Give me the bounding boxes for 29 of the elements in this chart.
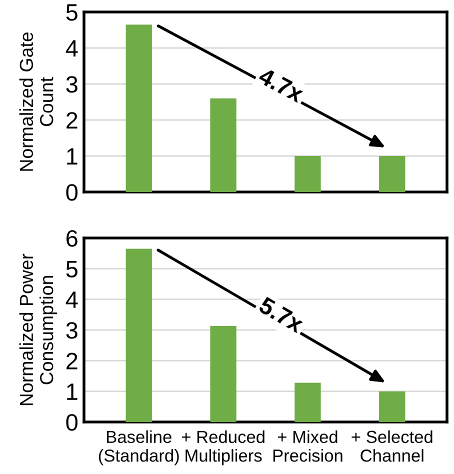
y-tick-label: 0 — [66, 414, 78, 431]
y-tick-label: 5 — [66, 4, 78, 21]
x-tick-label: + Mixed Precision — [273, 430, 342, 462]
y-axis-title: Normalized Gate Count — [19, 32, 54, 171]
y-tick-label: 4 — [66, 40, 78, 57]
y-tick-label: 1 — [67, 384, 78, 400]
x-tick-label: + Selected Channel — [352, 430, 432, 462]
bar — [210, 326, 236, 422]
y-axis-title: Normalized Power Consumption — [19, 254, 57, 406]
y-tick-label: 2 — [66, 112, 78, 129]
y-tick-label: 1 — [67, 148, 78, 165]
y-tick-label: 2 — [66, 352, 78, 370]
y-tick-label: 6 — [66, 230, 78, 247]
y-tick-label: 3 — [66, 322, 78, 339]
bar — [294, 382, 321, 422]
annotation: 5.7x — [258, 296, 306, 334]
y-tick-label: 4 — [66, 292, 78, 308]
bar — [379, 156, 406, 192]
bar — [294, 156, 321, 192]
y-tick-label: 3 — [66, 76, 78, 93]
annotation: 4.7x — [257, 67, 306, 103]
bar — [126, 248, 152, 422]
bar — [126, 24, 152, 192]
bar — [379, 391, 406, 422]
x-tick-label: Baseline (Standard) — [98, 430, 179, 466]
x-tick-label: + Reduced Multipliers — [182, 430, 264, 466]
y-tick-label: 5 — [66, 260, 78, 278]
bar — [210, 98, 236, 192]
y-tick-label: 0 — [66, 184, 78, 201]
